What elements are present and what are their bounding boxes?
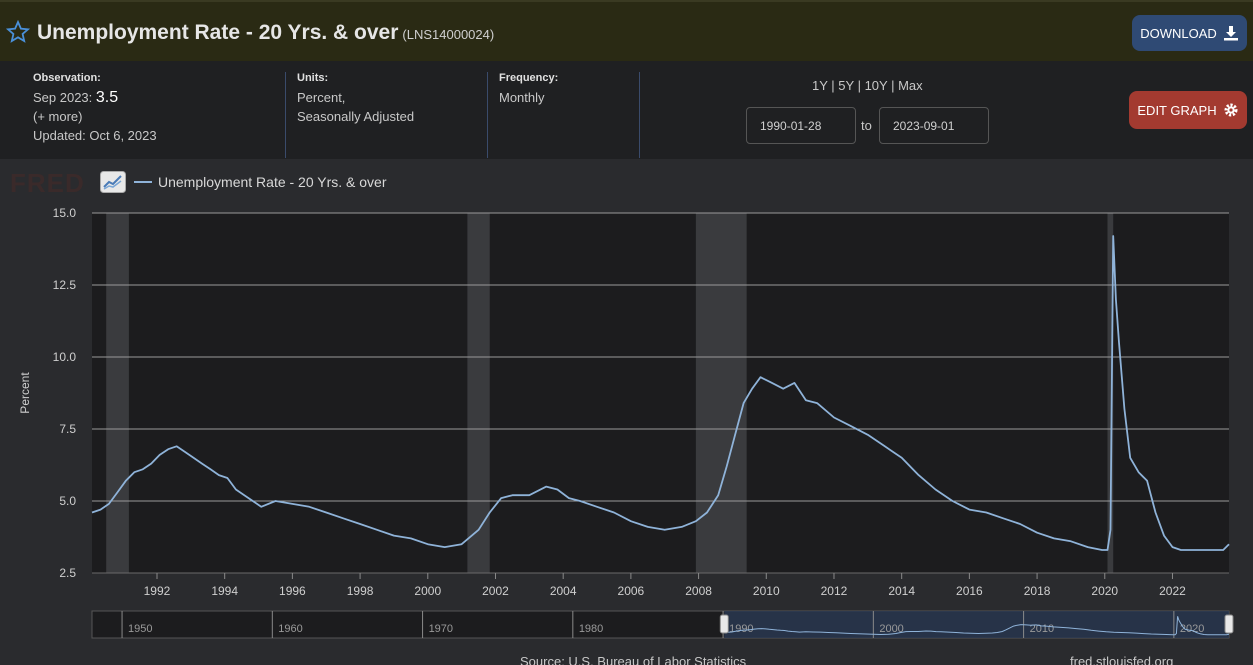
x-tick-label: 2016 — [956, 584, 983, 598]
divider — [639, 72, 640, 158]
gear-icon — [1224, 103, 1238, 117]
observation-label: Observation: — [33, 72, 101, 84]
start-date-input[interactable]: 1990-01-28 — [746, 107, 856, 144]
legend-swatch — [134, 181, 152, 183]
x-tick-label: 2020 — [1091, 584, 1118, 598]
y-tick-label: 15.0 — [53, 206, 77, 220]
y-tick-label: 7.5 — [59, 422, 76, 436]
observation-value: 3.5 — [95, 89, 119, 106]
to-label: to — [861, 118, 872, 133]
navigator-tick-label: 2020 — [1180, 623, 1204, 635]
range-5y[interactable]: 5Y — [838, 78, 854, 93]
legend: Unemployment Rate - 20 Yrs. & over — [100, 170, 387, 194]
x-tick-label: 2018 — [1024, 584, 1051, 598]
frequency-label: Frequency: — [499, 72, 559, 84]
navigator-tick-label: 2000 — [879, 623, 903, 635]
series-id: (LNS14000024) — [402, 27, 495, 42]
source-text: Source: U.S. Bureau of Labor Statistics — [520, 654, 747, 665]
updated-text: Updated: Oct 6, 2023 — [33, 128, 157, 143]
x-tick-label: 2002 — [482, 584, 509, 598]
series-title: Unemployment Rate - 20 Yrs. & over — [37, 21, 399, 44]
navigator-handle[interactable] — [1224, 614, 1234, 634]
range-links: 1Y | 5Y | 10Y | Max — [812, 78, 923, 93]
range-10y[interactable]: 10Y — [864, 78, 888, 93]
navigator-handle[interactable] — [719, 614, 729, 634]
x-tick-label: 1992 — [144, 584, 171, 598]
y-tick-label: 10.0 — [53, 350, 77, 364]
units-line-1: Percent, — [297, 90, 346, 105]
observation-block: Observation: Sep 2023: 3.5 (+ more) Upda… — [33, 72, 157, 145]
range-1y[interactable]: 1Y — [812, 78, 828, 93]
metadata-panel — [0, 61, 1253, 159]
x-tick-label: 1994 — [211, 584, 238, 598]
y-tick-label: 12.5 — [53, 278, 77, 292]
x-tick-label: 2022 — [1159, 584, 1186, 598]
edit-graph-label: EDIT GRAPH — [1137, 102, 1217, 118]
units-line-2: Seasonally Adjusted — [297, 109, 415, 124]
more-link[interactable]: (+ more) — [33, 109, 83, 124]
y-tick-label: 5.0 — [59, 494, 76, 508]
x-tick-label: 1996 — [279, 584, 306, 598]
navigator-tick-label: 1950 — [128, 623, 152, 635]
edit-graph-button[interactable]: EDIT GRAPH — [1129, 91, 1247, 129]
navigator-tick-label: 1980 — [579, 623, 603, 635]
divider — [487, 72, 488, 158]
download-icon — [1223, 26, 1238, 41]
recession-band — [467, 213, 490, 573]
download-button[interactable]: DOWNLOAD — [1132, 15, 1247, 51]
fred-logo: FRED — [10, 168, 85, 198]
frequency-block: Frequency: Monthly — [499, 72, 558, 107]
x-tick-label: 2006 — [618, 584, 645, 598]
x-tick-label: 2000 — [414, 584, 441, 598]
page-title: Unemployment Rate - 20 Yrs. & over (LNS14… — [37, 21, 494, 45]
x-tick-label: 2008 — [685, 584, 712, 598]
plot-background — [92, 213, 1229, 573]
recession-band — [1107, 213, 1114, 573]
recession-band — [106, 213, 129, 573]
units-label: Units: — [297, 72, 329, 84]
divider — [285, 72, 286, 158]
end-date-input[interactable]: 2023-09-01 — [879, 107, 989, 144]
navigator-tick-label: 1960 — [278, 623, 302, 635]
x-tick-label: 2010 — [753, 584, 780, 598]
legend-label: Unemployment Rate - 20 Yrs. & over — [158, 174, 387, 190]
chart-icon[interactable] — [100, 171, 126, 193]
y-tick-label: 2.5 — [59, 566, 76, 580]
y-axis-label: Percent — [18, 372, 32, 414]
observation-date: Sep 2023: — [33, 90, 93, 105]
navigator-series — [724, 616, 1230, 636]
units-block: Units: Percent, Seasonally Adjusted — [297, 72, 414, 126]
download-label: DOWNLOAD — [1140, 25, 1217, 41]
x-tick-label: 2012 — [821, 584, 848, 598]
recession-band — [695, 213, 747, 573]
frequency-value: Monthly — [499, 90, 545, 105]
range-max[interactable]: Max — [898, 78, 923, 93]
navigator-tick-label: 1990 — [729, 623, 753, 635]
x-tick-label: 2014 — [888, 584, 915, 598]
star-icon[interactable] — [6, 20, 30, 44]
series-line — [91, 235, 1230, 551]
navigator-tick-label: 1970 — [429, 623, 453, 635]
site-link[interactable]: fred.stlouisfed.org — [1070, 654, 1174, 665]
x-tick-label: 2004 — [550, 584, 577, 598]
header-bar: Unemployment Rate - 20 Yrs. & over (LNS14… — [0, 0, 1253, 61]
x-tick-label: 1998 — [347, 584, 374, 598]
